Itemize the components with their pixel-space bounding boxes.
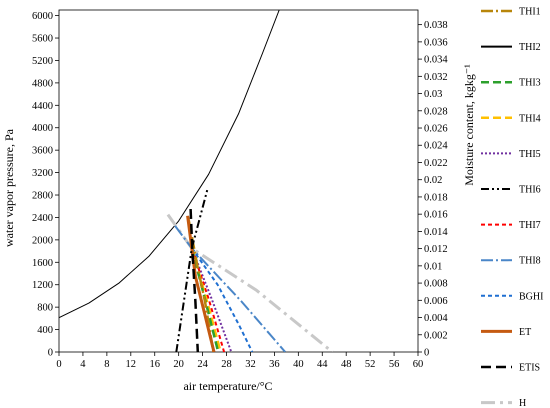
series-line-thi6 xyxy=(175,186,209,352)
y2-tick-label: 0.038 xyxy=(424,20,448,31)
y2-tick-label: 0.01 xyxy=(424,261,442,272)
series-group xyxy=(59,10,334,352)
x-tick-label: 0 xyxy=(56,359,61,370)
y2-tick-label: 0.03 xyxy=(424,89,442,100)
y-tick-label: 4800 xyxy=(32,78,53,89)
series-line-bghi xyxy=(190,247,254,352)
legend-label-thi7: THI7 xyxy=(519,220,541,231)
legend-label-thi1: THI1 xyxy=(519,7,541,18)
y-tick-label: 5200 xyxy=(32,56,53,67)
y-tick-label: 2400 xyxy=(32,213,53,224)
y-tick-label: 3600 xyxy=(32,146,53,157)
y2-axis-label: Moisture content, kgkg⁻¹ xyxy=(462,64,476,186)
x-tick-label: 40 xyxy=(293,359,304,370)
y-tick-label: 400 xyxy=(37,325,53,336)
y2-tick-label: 0.018 xyxy=(424,192,448,203)
x-tick-label: 8 xyxy=(104,359,109,370)
legend-label-h: H xyxy=(519,398,526,408)
legend-label-thi5: THI5 xyxy=(519,149,541,160)
y-tick-label: 0 xyxy=(48,348,53,359)
legend-label-thi8: THI8 xyxy=(519,256,541,267)
x-tick-label: 20 xyxy=(173,359,184,370)
legend-label-thi4: THI4 xyxy=(519,113,541,124)
y2-tick-label: 0.006 xyxy=(424,296,448,307)
x-tick-label: 36 xyxy=(269,359,280,370)
y-tick-label: 4400 xyxy=(32,101,53,112)
legend-label-etis: ETIS xyxy=(519,363,540,374)
y2-tick-label: 0.002 xyxy=(424,330,448,341)
y2-tick-label: 0.026 xyxy=(424,124,448,135)
y-tick-label: 800 xyxy=(37,303,53,314)
y-tick-label: 1600 xyxy=(32,258,53,269)
legend-label-thi2: THI2 xyxy=(519,42,541,53)
series-line-h xyxy=(166,213,334,352)
y2-tick-label: 0.012 xyxy=(424,244,448,255)
legend-label-bghi: BGHI xyxy=(519,291,543,302)
x-tick-label: 24 xyxy=(197,359,208,370)
y-tick-label: 2800 xyxy=(32,191,53,202)
y2-tick-label: 0.024 xyxy=(424,141,448,152)
y-tick-label: 6000 xyxy=(32,11,53,22)
x-tick-label: 32 xyxy=(245,359,256,370)
y2-tick-label: 0.008 xyxy=(424,279,448,290)
x-tick-label: 16 xyxy=(149,359,160,370)
series-line-etis xyxy=(189,208,200,352)
legend-label-et: ET xyxy=(519,327,531,338)
x-tick-label: 52 xyxy=(365,359,376,370)
x-tick-label: 4 xyxy=(80,359,86,370)
x-tick-label: 48 xyxy=(341,359,352,370)
y-tick-label: 1200 xyxy=(32,280,53,291)
y-axis-label: water vapor pressure, Pa xyxy=(2,128,16,247)
x-tick-label: 28 xyxy=(221,359,232,370)
series-line-thi8 xyxy=(174,225,286,352)
x-tick-label: 56 xyxy=(389,359,400,370)
legend: THI1 THI2 THI3 THI4 THI5 THI6 THI7 THI8 BGHI ET ET… xyxy=(481,7,543,408)
series-line-thi5 xyxy=(190,247,233,352)
y2-tick-label: 0.004 xyxy=(424,313,448,324)
y-tick-label: 2000 xyxy=(32,235,53,246)
x-tick-label: 12 xyxy=(126,359,137,370)
y2-tick-label: 0.028 xyxy=(424,106,448,117)
y-tick-label: 5600 xyxy=(32,34,53,45)
y2-tick-label: 0.014 xyxy=(424,227,448,238)
plot-area: 0 4 8 12 16 20 24 28 32 36 40 44 48 52 56 6004008001200… xyxy=(32,9,448,370)
x-tick-label: 44 xyxy=(317,359,328,370)
legend-label-thi3: THI3 xyxy=(519,78,541,89)
series-line-thi2 xyxy=(59,10,280,319)
legend-label-thi6: THI6 xyxy=(519,185,541,196)
x-axis-label: air temperature/°C xyxy=(183,379,272,393)
y2-tick-label: 0 xyxy=(424,348,429,359)
y2-tick-label: 0.032 xyxy=(424,72,448,83)
y2-tick-label: 0.036 xyxy=(424,37,448,48)
y-tick-label: 3200 xyxy=(32,168,53,179)
y2-tick-label: 0.02 xyxy=(424,175,442,186)
y2-tick-label: 0.016 xyxy=(424,210,448,221)
x-tick-label: 60 xyxy=(413,359,424,370)
y2-tick-label: 0.034 xyxy=(424,55,448,66)
y-tick-label: 4000 xyxy=(32,123,53,134)
series-line-thi4 xyxy=(190,247,222,352)
y2-tick-label: 0.022 xyxy=(424,158,448,169)
plot-frame xyxy=(58,9,419,353)
